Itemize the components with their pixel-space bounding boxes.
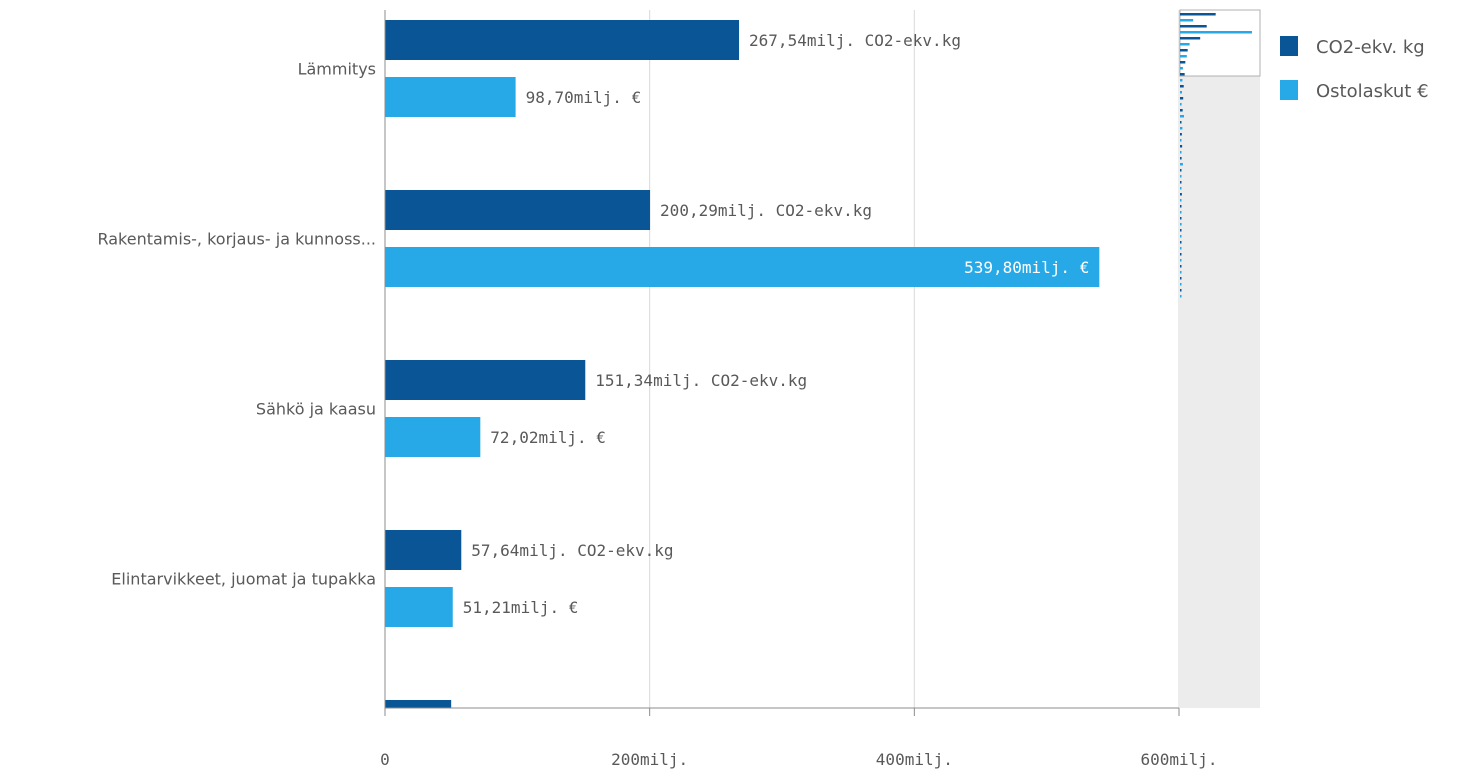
minimap-bar — [1180, 235, 1182, 238]
category-label: Rakentamis-, korjaus- ja kunnoss... — [97, 230, 376, 249]
minimap-viewport[interactable] — [1179, 9, 1261, 77]
data-label: 51,21milj. € — [463, 598, 579, 617]
category-labels: Lämmitys Rakentamis-, korjaus- ja kunnoss… — [97, 60, 376, 589]
minimap-bar — [1180, 277, 1182, 280]
bar[interactable] — [385, 587, 453, 627]
data-label: 539,80milj. € — [964, 258, 1089, 277]
minimap-bar — [1180, 259, 1182, 262]
minimap-bar — [1180, 67, 1183, 70]
minimap-bar — [1180, 175, 1182, 178]
minimap-bar — [1180, 127, 1183, 130]
minimap-bar — [1180, 25, 1207, 28]
x-tick-label: 600milj. — [1140, 750, 1217, 769]
bar-partial[interactable] — [385, 700, 452, 708]
minimap-bar — [1180, 115, 1184, 118]
minimap-bar — [1180, 229, 1182, 232]
bar[interactable] — [385, 77, 516, 117]
minimap-bar — [1180, 247, 1182, 250]
minimap-bar — [1180, 199, 1182, 202]
minimap-bar — [1180, 103, 1182, 106]
minimap-bar — [1180, 157, 1182, 160]
gridlines — [649, 10, 1180, 708]
minimap-bar — [1180, 145, 1183, 148]
legend: CO2-ekv. kg Ostolaskut € — [1280, 36, 1429, 102]
category-label: Elintarvikkeet, juomat ja tupakka — [111, 570, 376, 589]
category-label: Lämmitys — [298, 60, 376, 79]
minimap-bar — [1180, 121, 1182, 124]
minimap-bar — [1180, 61, 1186, 64]
minimap-bar — [1180, 241, 1182, 244]
legend-swatch — [1280, 36, 1298, 56]
minimap-bar — [1180, 49, 1188, 52]
minimap-bar — [1180, 109, 1183, 112]
data-label: 72,02milj. € — [490, 428, 606, 447]
minimap-bar — [1180, 55, 1187, 58]
minimap-bar — [1180, 295, 1182, 298]
minimap-bar — [1180, 13, 1216, 16]
minimap-bar — [1180, 139, 1182, 142]
minimap-bar — [1180, 91, 1182, 94]
minimap-bar — [1180, 217, 1182, 220]
data-label: 57,64milj. CO2-ekv.kg — [471, 541, 673, 560]
data-label: 200,29milj. CO2-ekv.kg — [660, 201, 872, 220]
bar[interactable] — [385, 417, 481, 457]
bar[interactable] — [385, 190, 651, 230]
minimap-bar — [1180, 85, 1184, 88]
x-tick-label: 0 — [380, 750, 390, 769]
minimap-bar — [1180, 97, 1184, 100]
minimap-bar — [1180, 283, 1182, 286]
minimap-bar — [1180, 163, 1183, 166]
minimap-bar — [1180, 193, 1182, 196]
bars: 267,54milj. CO2-ekv.kg 98,70milj. € 200,29… — [385, 20, 1100, 708]
minimap-bar — [1180, 133, 1182, 136]
bar[interactable] — [385, 247, 1100, 287]
legend-label: Ostolaskut € — [1316, 81, 1429, 102]
minimap-bar — [1180, 151, 1182, 154]
minimap-track[interactable] — [1180, 10, 1260, 708]
minimap-bar — [1180, 223, 1182, 226]
minimap-bar — [1180, 265, 1182, 268]
minimap-bar — [1180, 43, 1190, 46]
minimap-bar — [1180, 289, 1182, 292]
minimap-bar — [1180, 253, 1182, 256]
minimap-bar — [1180, 181, 1182, 184]
legend-label: CO2-ekv. kg — [1316, 37, 1425, 58]
x-tick-label: 400milj. — [876, 750, 953, 769]
minimap-bar — [1180, 271, 1182, 274]
data-label: 151,34milj. CO2-ekv.kg — [595, 371, 807, 390]
minimap-bar — [1180, 187, 1182, 190]
minimap-bar — [1180, 31, 1252, 34]
scroll-minimap[interactable] — [1179, 9, 1261, 708]
bar[interactable] — [385, 360, 586, 400]
x-tick-label: 200milj. — [611, 750, 688, 769]
data-label: 98,70milj. € — [526, 88, 642, 107]
category-label: Sähkö ja kaasu — [256, 400, 376, 419]
minimap-bar — [1180, 19, 1194, 22]
bar[interactable] — [385, 530, 462, 570]
axes: 0 200milj. 400milj. 600milj. — [380, 10, 1218, 769]
data-label: 267,54milj. CO2-ekv.kg — [749, 31, 961, 50]
minimap-bar — [1180, 211, 1182, 214]
bar[interactable] — [385, 20, 740, 60]
minimap-bar — [1180, 205, 1182, 208]
minimap-bar — [1180, 73, 1185, 76]
minimap-bar — [1180, 79, 1183, 82]
legend-swatch — [1280, 80, 1298, 100]
minimap-bar — [1180, 37, 1201, 40]
minimap-bar — [1180, 169, 1182, 172]
